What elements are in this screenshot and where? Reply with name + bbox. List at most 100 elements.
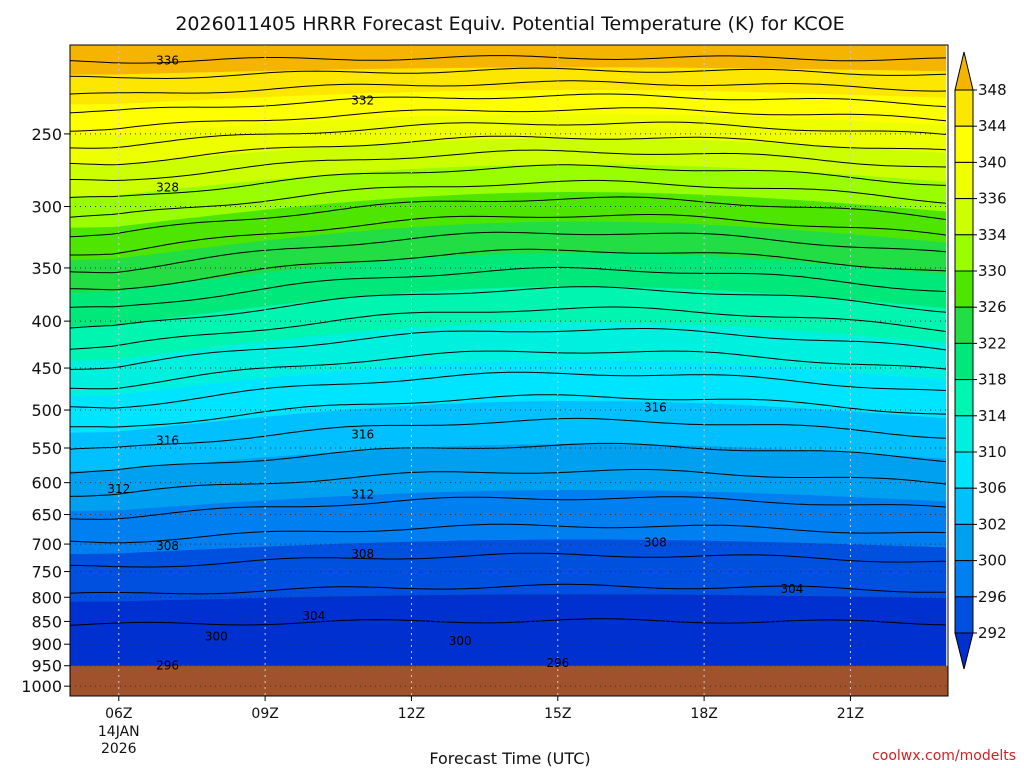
colorbar-label: 322 [978, 334, 1007, 352]
contour-line [70, 583, 947, 595]
x-tick-label: 18Z [690, 706, 717, 722]
contour-label: 308 [644, 535, 667, 549]
colorbar-swatch [954, 560, 974, 598]
credit-link[interactable]: coolwx.com/modelts [872, 748, 1016, 764]
contour-label: 312 [351, 487, 374, 501]
y-tick-label: 250 [31, 125, 62, 144]
contour-line [70, 67, 947, 80]
contour-line [70, 328, 947, 370]
contour-label: 296 [546, 656, 569, 670]
contour-label: 308 [156, 539, 179, 553]
colorbar-swatch [954, 523, 974, 562]
x-tick-sublabel: 14JAN [98, 724, 140, 740]
colorbar-label: 334 [978, 226, 1007, 244]
colorbar-swatch [954, 596, 974, 634]
colorbar-label: 330 [978, 262, 1007, 280]
x-tick-label: 06Z [105, 706, 132, 722]
contour-line [70, 55, 947, 64]
y-tick-label: 650 [31, 506, 62, 525]
colorbar-swatch [954, 234, 974, 272]
x-tick-sublabel: 2026 [101, 741, 137, 757]
y-tick-label: 950 [31, 657, 62, 676]
contour-line [70, 107, 947, 132]
contour-line [70, 552, 947, 568]
contour-line [70, 248, 947, 291]
contour-label: 336 [156, 54, 179, 68]
colorbar-swatch [954, 306, 974, 344]
contour-line [70, 196, 947, 238]
y-tick-label: 1000 [21, 677, 62, 696]
contour-line [70, 350, 947, 390]
x-tick-label: 12Z [398, 706, 425, 722]
colorbar-label: 306 [978, 479, 1007, 497]
contour-line [70, 164, 947, 198]
ground-fill [70, 665, 948, 696]
contour-label: 300 [449, 634, 472, 648]
colorbar-label: 326 [978, 298, 1007, 316]
contour-line [70, 496, 947, 520]
colorbar-swatch [954, 125, 974, 163]
contour-line [70, 371, 947, 409]
contour-line [70, 266, 947, 308]
y-tick-label: 600 [31, 474, 62, 493]
colorbar-label: 296 [978, 588, 1007, 606]
contour-label: 300 [205, 630, 228, 644]
colorbar-swatch [954, 161, 974, 200]
y-tick-label: 750 [31, 563, 62, 582]
colorbar-swatch [954, 451, 974, 489]
contour-label: 328 [156, 180, 179, 194]
y-tick-label: 400 [31, 312, 62, 331]
contour-line [70, 214, 947, 256]
contour-label: 316 [644, 401, 667, 415]
colorbar-label: 336 [978, 190, 1007, 208]
y-tick-label: 900 [31, 635, 62, 654]
contour-line [70, 149, 947, 182]
contour-label: 332 [351, 94, 374, 108]
y-tick-label: 300 [31, 198, 62, 217]
colorbar-label: 300 [978, 552, 1007, 570]
y-axis: 250 300 350 400 450 500 550 600 650 700 750 800 850 9… [21, 125, 70, 696]
contour-label: 308 [351, 547, 374, 561]
x-tick-label: 21Z [837, 706, 864, 722]
colorbar-label: 310 [978, 443, 1007, 461]
colorbar-top-arrow [954, 51, 974, 91]
colorbar-label: 348 [978, 81, 1007, 99]
colorbar-label: 314 [978, 407, 1007, 425]
colorbar-label: 318 [978, 371, 1007, 389]
contour-label: 296 [156, 659, 179, 673]
chart-title: 2026011405 HRRR Forecast Equiv. Potentia… [175, 13, 844, 35]
colorbar-swatch [954, 487, 974, 525]
contour-line [70, 394, 947, 428]
colorbar-label: 340 [978, 153, 1007, 171]
x-tick-label: 15Z [544, 706, 571, 722]
contour-label: 316 [351, 428, 374, 442]
y-tick-label: 850 [31, 612, 62, 631]
contour-label: 312 [107, 482, 130, 496]
contour-line [70, 121, 947, 149]
contour-line [70, 93, 947, 114]
colorbar-label: 344 [978, 117, 1007, 135]
colorbar-swatch [954, 270, 974, 308]
color-band [70, 593, 947, 666]
color-band [70, 45, 947, 75]
colorbar-label: 302 [978, 515, 1007, 533]
colorbar: 348 344 340 336 334 330 326 322 318 314 310 306 302 3… [954, 51, 1007, 670]
y-tick-label: 700 [31, 535, 62, 554]
contour-label: 316 [156, 434, 179, 448]
contour-line [70, 135, 947, 166]
colorbar-label: 292 [978, 624, 1007, 642]
contour-label: 304 [780, 582, 803, 596]
contour-label: 304 [302, 609, 325, 623]
contour-line [70, 306, 947, 350]
colorbar-swatch [954, 342, 974, 381]
contour-line [70, 618, 947, 626]
y-tick-label: 550 [31, 439, 62, 458]
contour-line [70, 286, 947, 329]
contour-line [70, 179, 947, 218]
colorbar-swatch [954, 89, 974, 127]
y-tick-label: 450 [31, 359, 62, 378]
colorbar-bottom-arrow [954, 632, 974, 670]
y-tick-label: 800 [31, 588, 62, 607]
